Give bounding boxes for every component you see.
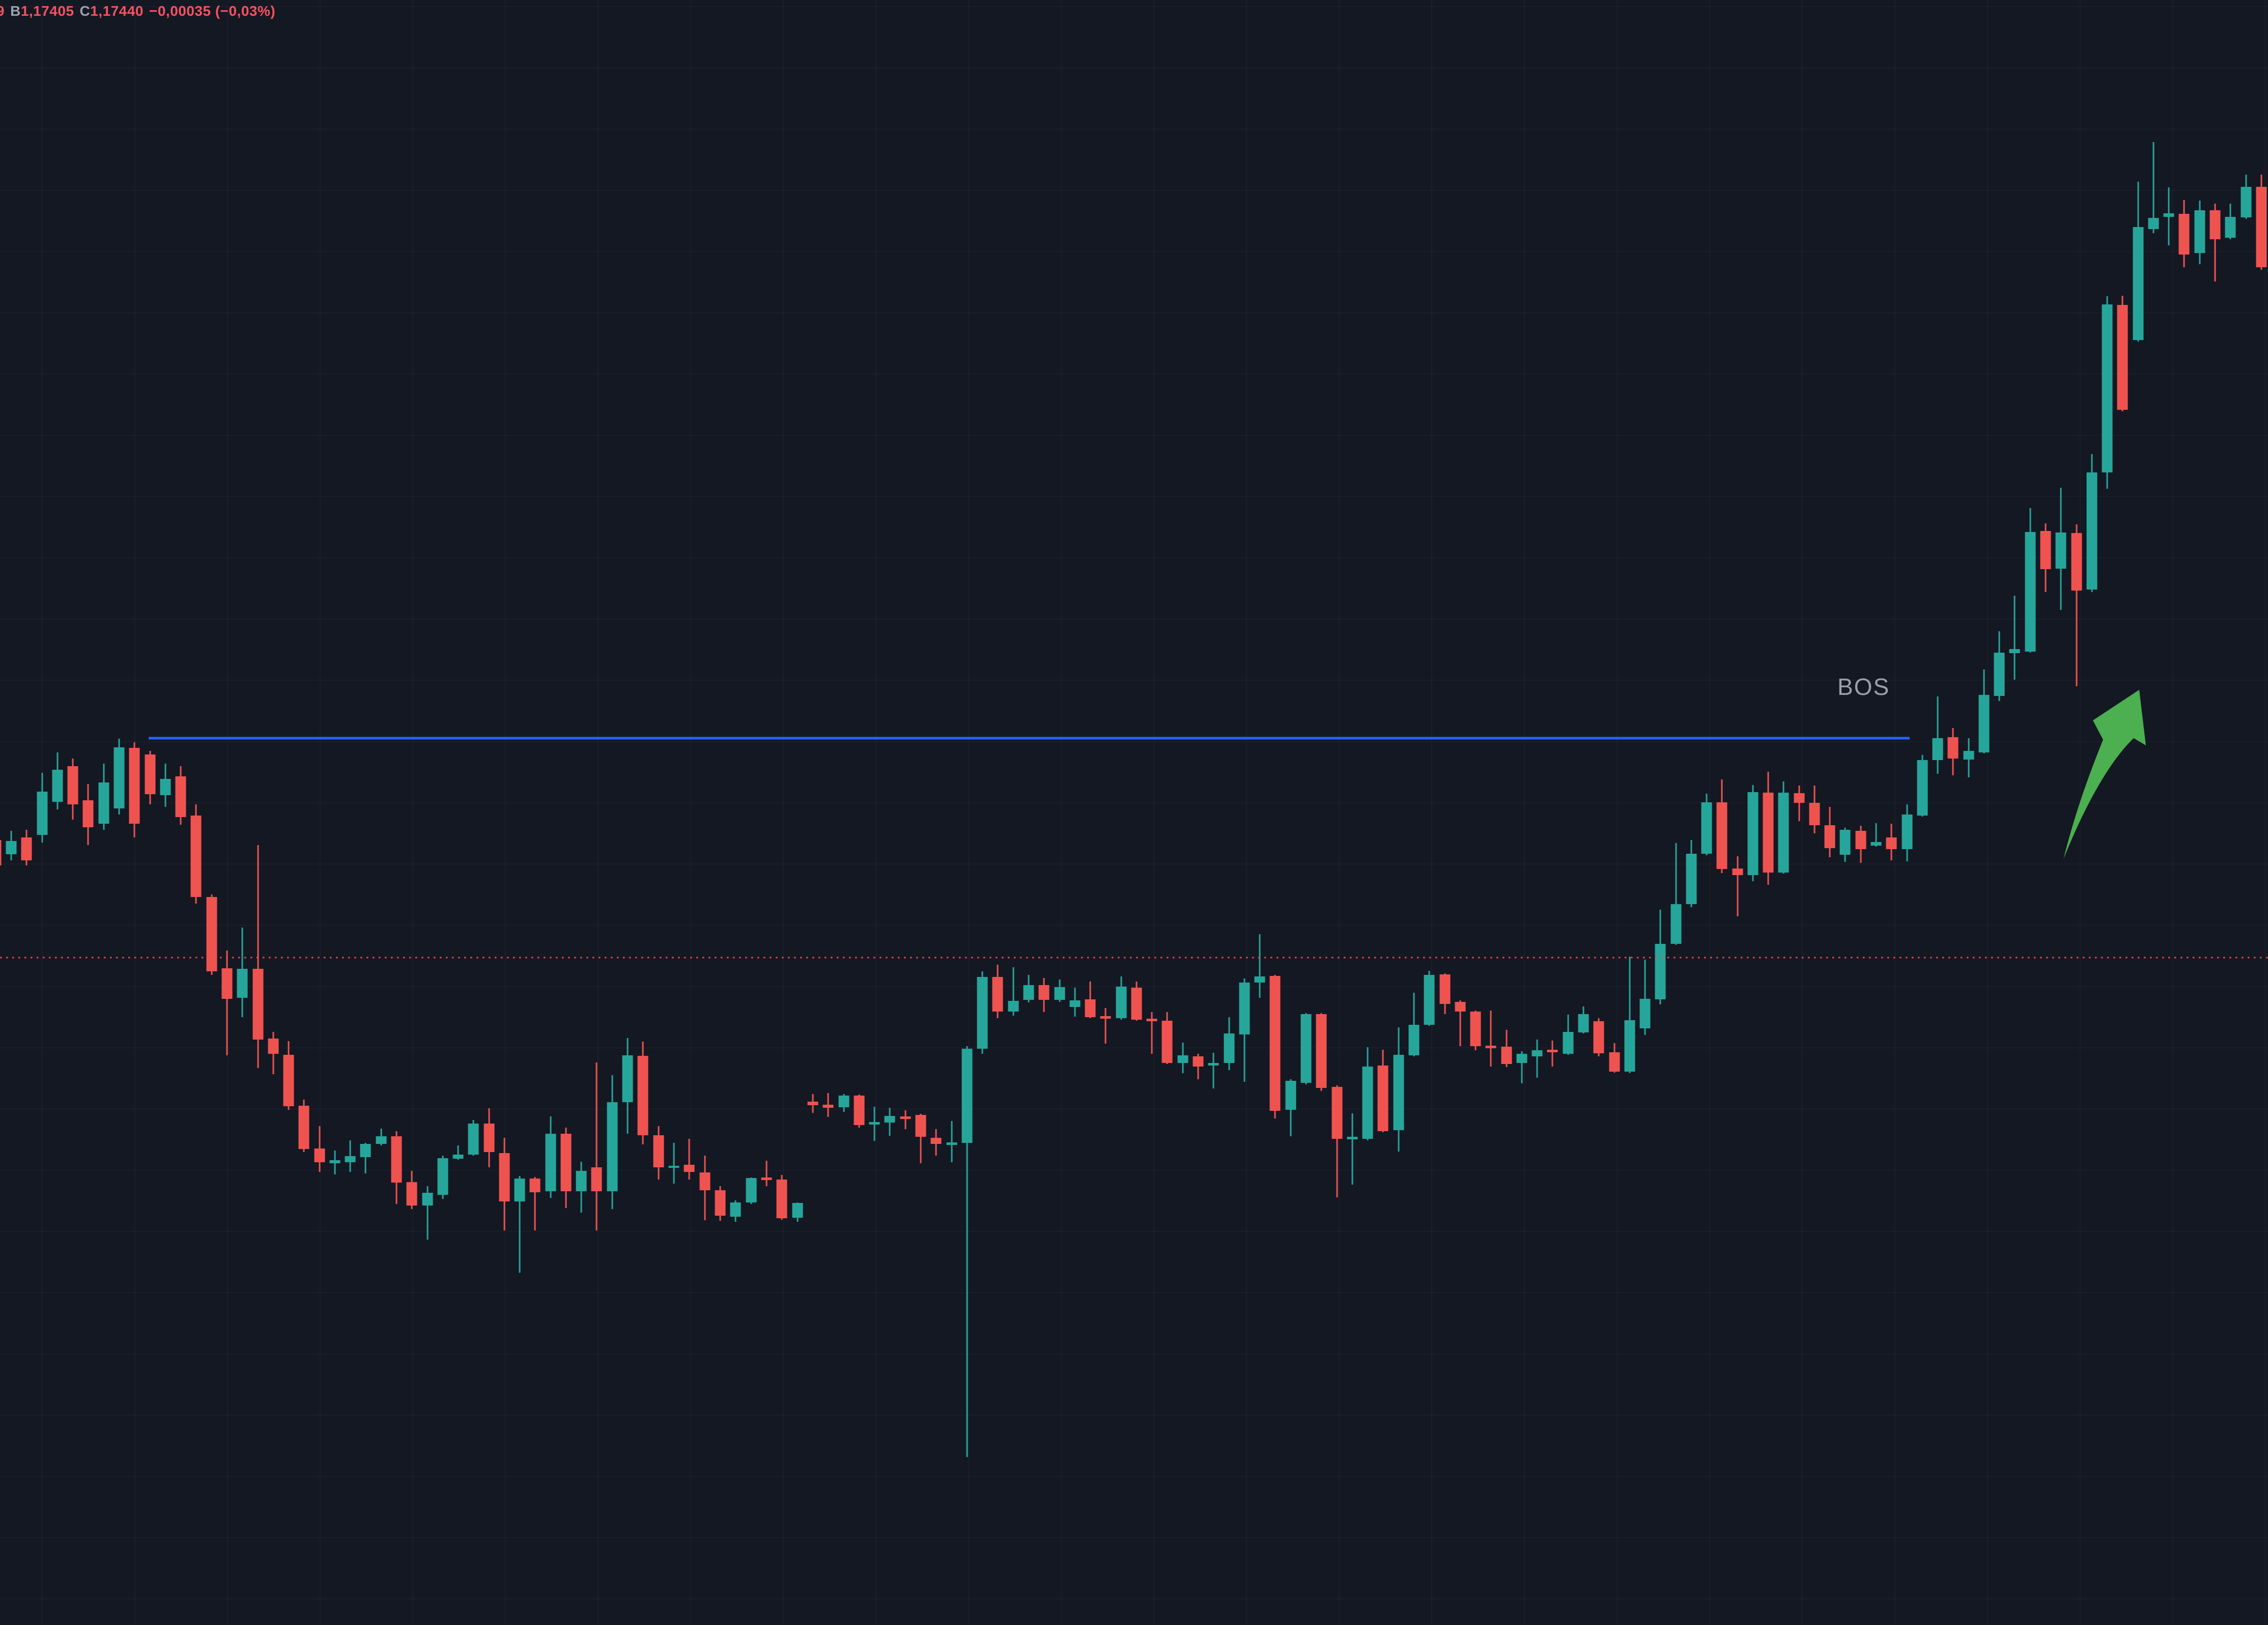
bid-label: B [10,3,21,19]
ticker-clipped-digit: 9 [0,3,5,19]
bid-value: 1,17405 [20,3,74,19]
last-value: 1,17440 [90,3,144,19]
last-label: C [79,3,91,19]
candles [0,142,2267,1457]
bullish-arrow-annotation[interactable] [2063,690,2146,859]
bos-label[interactable]: BOS [1837,674,1890,700]
change-value: −0,00035 (−0,03%) [149,3,276,19]
symbol-ticker-readout: 9 B1,17405 C1,17440 −0,00035 (−0,03%) [0,2,275,20]
